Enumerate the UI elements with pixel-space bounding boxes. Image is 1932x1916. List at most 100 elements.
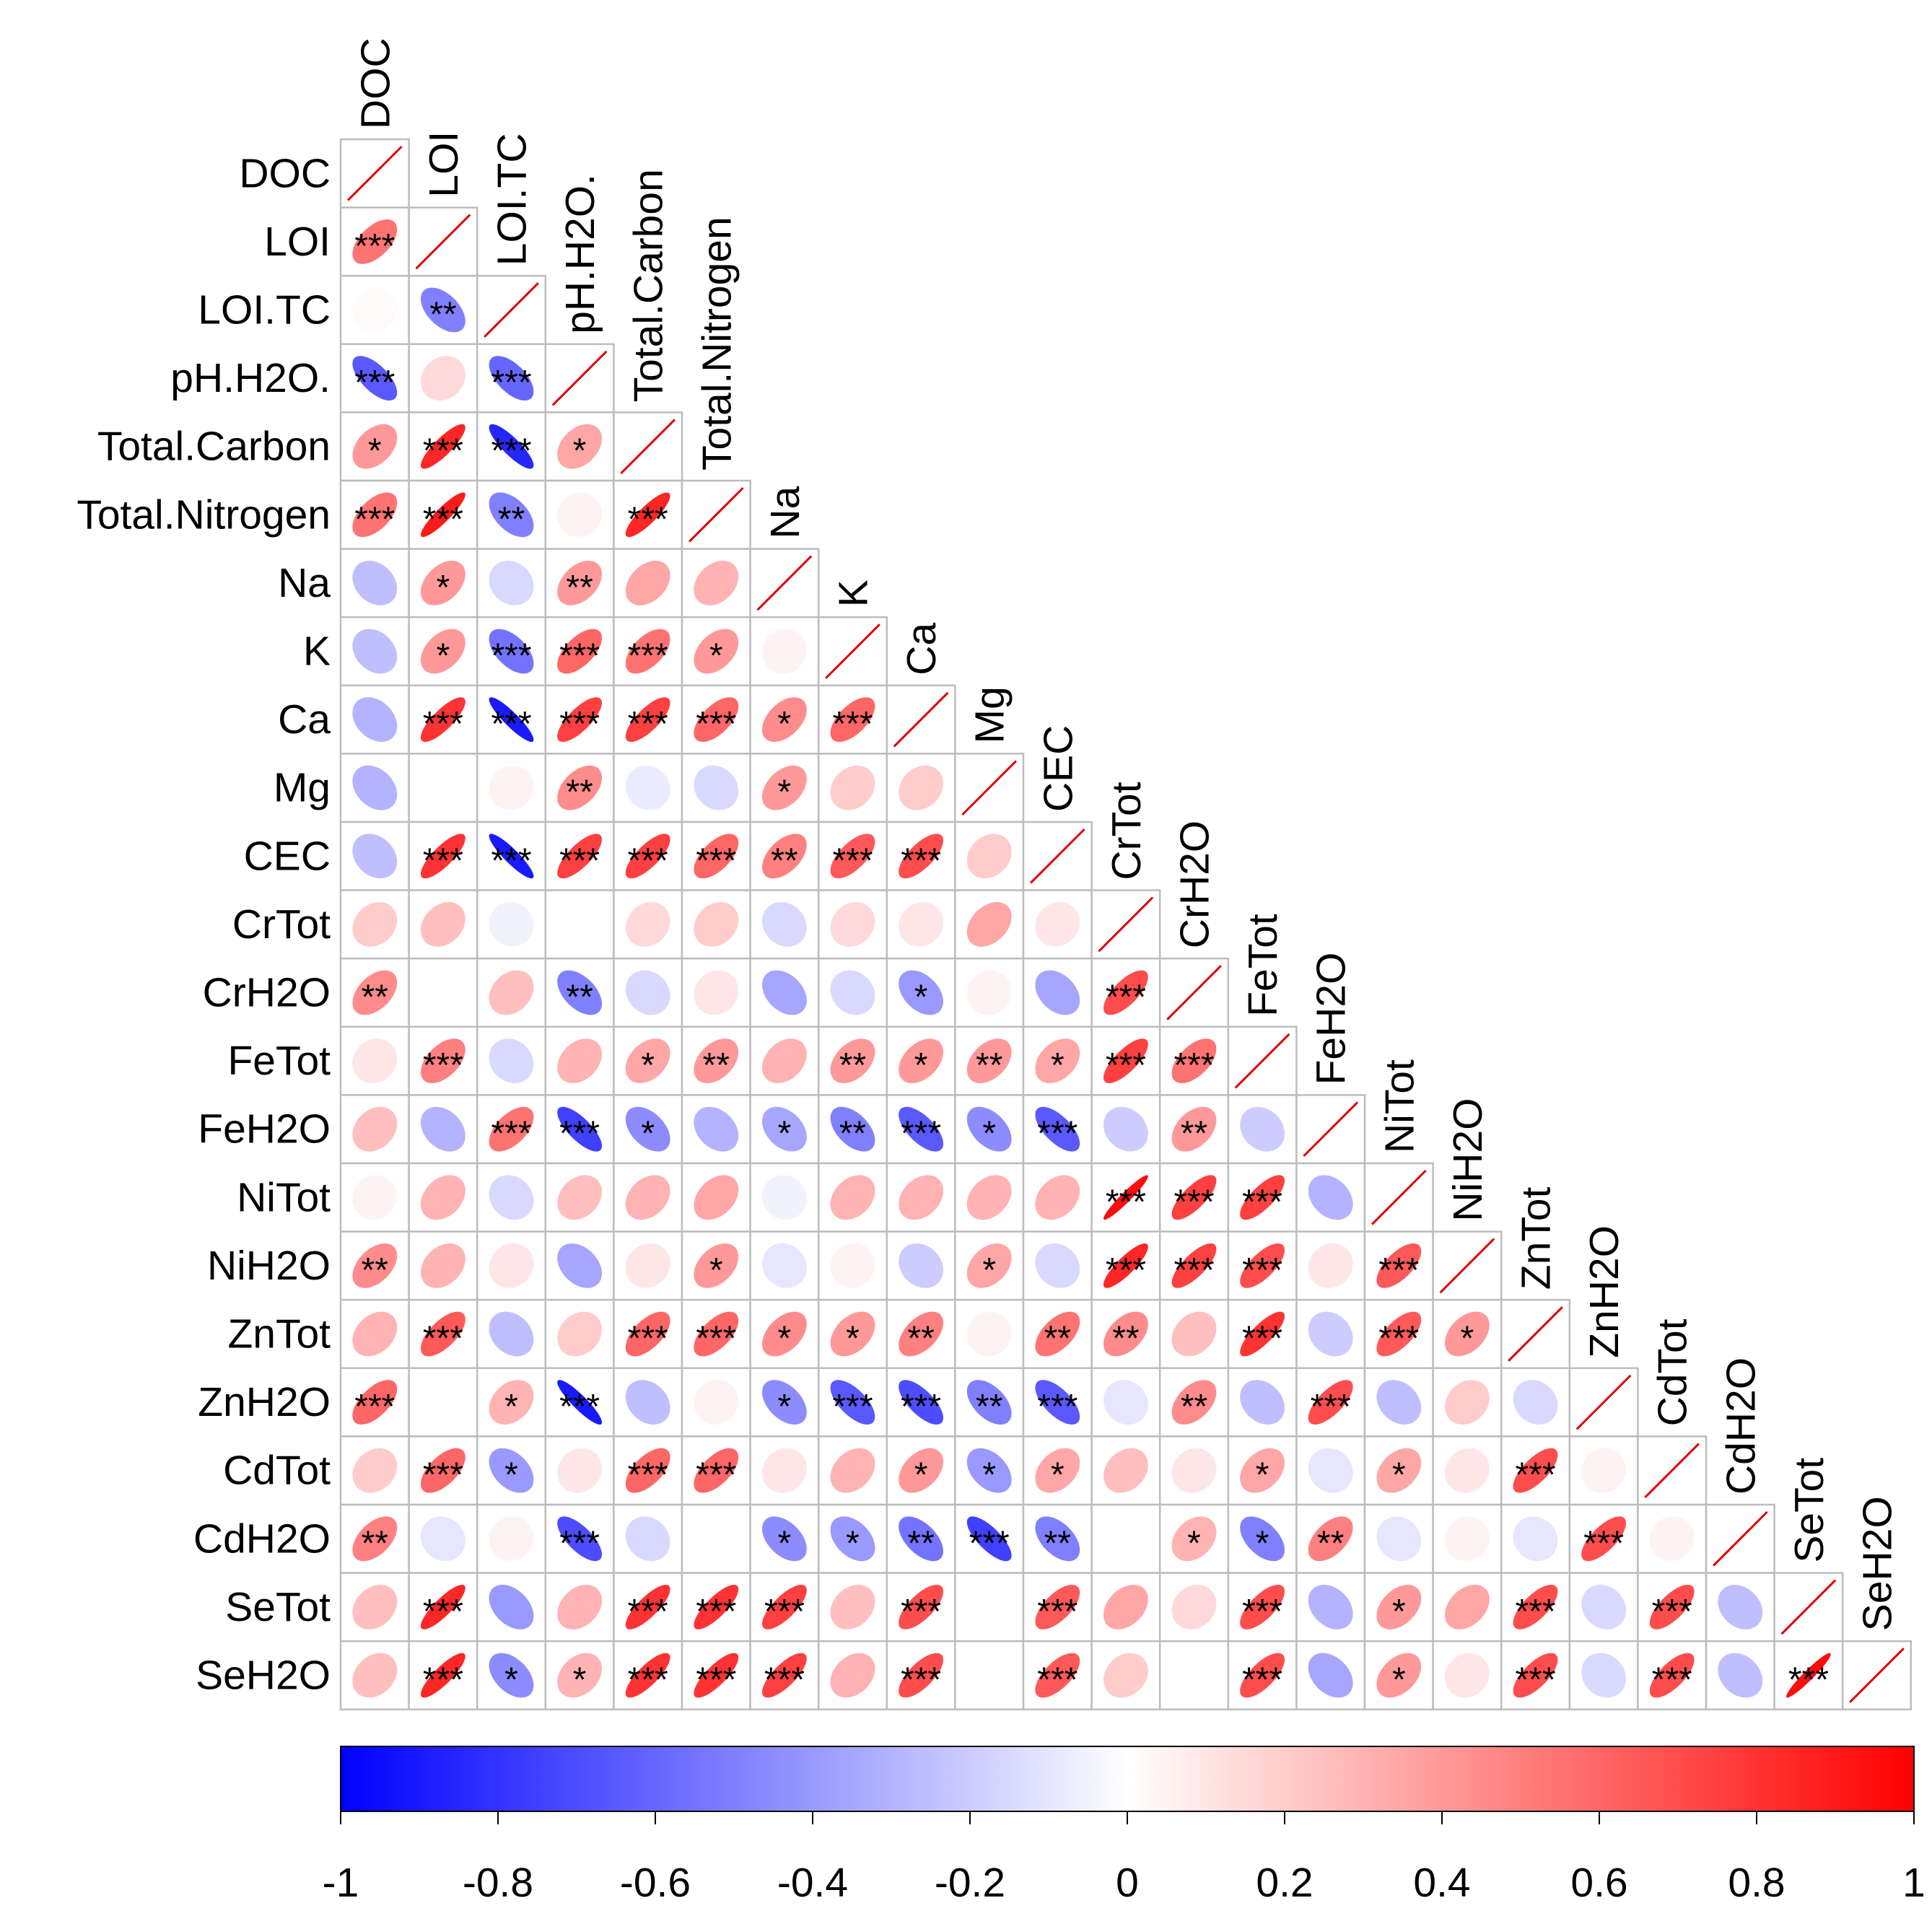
significance-stars: ***	[901, 1115, 941, 1153]
corr-ellipse	[625, 1243, 670, 1288]
cell-ZnTot-Na: *	[749, 1298, 820, 1370]
cell-Total.Nitrogen-Total.Nitrogen	[681, 479, 751, 550]
cell-CdH2O-CdH2O	[1705, 1503, 1775, 1574]
corr-ellipse	[694, 1380, 739, 1425]
corr-ellipse	[557, 1380, 603, 1425]
cell-SeTot-CrH2O	[1158, 1572, 1230, 1642]
cell-CdTot-CrH2O	[1158, 1435, 1230, 1506]
cell-CdH2O-Ca: **	[886, 1503, 956, 1574]
corr-ellipse	[899, 1106, 944, 1152]
row-label: pH.H2O.	[170, 355, 331, 401]
corr-ellipse	[761, 1106, 807, 1152]
corr-ellipse	[352, 1175, 398, 1220]
significance-stars: **	[566, 774, 593, 812]
corr-ellipse	[761, 765, 807, 810]
cell-ZnTot-NiH2O: *	[1432, 1298, 1503, 1370]
cell-ZnH2O-NiTot	[1363, 1367, 1434, 1438]
diagonal-mark	[1780, 1579, 1837, 1635]
cell-CdH2O-DOC: **	[339, 1503, 410, 1574]
corr-ellipse	[966, 1448, 1012, 1493]
cell-SeTot-ZnH2O	[1568, 1572, 1639, 1642]
colorbar-tick-label: 0.4	[1413, 1860, 1470, 1906]
corr-ellipse	[694, 1311, 739, 1357]
corr-ellipse	[489, 1038, 534, 1084]
corr-ellipse	[1035, 1584, 1080, 1630]
cell-Na-pH.H2O.: **	[544, 548, 615, 618]
significance-stars: ***	[1242, 1661, 1282, 1700]
corr-ellipse	[489, 1106, 534, 1152]
cell-SeH2O-Mg	[954, 1640, 1025, 1711]
significance-stars: ***	[423, 1456, 463, 1495]
cell-Na-LOI.TC	[476, 548, 547, 618]
cell-ZnTot-Total.Nitrogen: ***	[681, 1298, 751, 1370]
significance-stars: ***	[1652, 1661, 1692, 1700]
corr-ellipse	[352, 970, 398, 1015]
corr-ellipse	[625, 901, 670, 947]
significance-stars: **	[1181, 1388, 1207, 1426]
cell-CrH2O-CEC	[1022, 957, 1093, 1028]
corr-ellipse	[694, 1584, 739, 1630]
diagonal-mark	[346, 145, 403, 201]
significance-stars: ***	[969, 1524, 1010, 1562]
significance-stars: **	[976, 1388, 1002, 1426]
cell-SeTot-CdTot: ***	[1637, 1572, 1708, 1642]
corr-ellipse	[625, 1448, 670, 1493]
cell-Ca-pH.H2O.: ***	[544, 684, 615, 755]
diagonal-mark	[1508, 1306, 1563, 1362]
cell-NiTot-FeH2O	[1295, 1162, 1366, 1233]
cell-SeH2O-K	[817, 1640, 888, 1711]
corr-ellipse	[1785, 1653, 1831, 1698]
row-label: LOI	[264, 219, 331, 265]
cell-FeH2O-FeH2O	[1295, 1094, 1366, 1165]
cell-SeH2O-ZnTot: ***	[1500, 1640, 1571, 1711]
column-label: SeTot	[1786, 1458, 1832, 1563]
cell-DOC-DOC	[339, 138, 410, 209]
cell-Total.Carbon-pH.H2O.: *	[544, 411, 615, 482]
corr-ellipse	[830, 1243, 875, 1288]
cell-NiTot-CrH2O: ***	[1158, 1162, 1230, 1233]
corr-ellipse	[625, 1584, 670, 1630]
cell-Total.Nitrogen-LOI: ***	[408, 479, 478, 550]
corr-ellipse	[899, 1516, 944, 1562]
cell-CdTot-Total.Nitrogen: ***	[681, 1435, 751, 1506]
corr-ellipse	[830, 1448, 875, 1493]
cell-FeTot-pH.H2O.	[544, 1025, 615, 1096]
cell-LOI.TC-DOC	[339, 274, 410, 346]
cell-SeH2O-SeH2O	[1841, 1640, 1913, 1711]
corr-ellipse	[557, 834, 603, 879]
corr-ellipse	[352, 1380, 398, 1425]
corr-ellipse	[557, 629, 603, 674]
corr-ellipse	[557, 1448, 603, 1493]
corr-ellipse	[1240, 1106, 1285, 1152]
column-label: Total.Carbon	[626, 169, 672, 402]
cell-LOI.TC-LOI: **	[408, 274, 478, 346]
corr-ellipse	[1308, 1584, 1353, 1630]
row-label: Total.Nitrogen	[77, 491, 331, 538]
corr-ellipse	[420, 1311, 465, 1357]
cell-CdTot-Ca: *	[886, 1435, 956, 1506]
corr-ellipse	[1444, 1516, 1490, 1562]
cell-NiH2O-LOI.TC	[476, 1230, 547, 1301]
cell-NiH2O-NiTot: ***	[1363, 1230, 1434, 1301]
cell-SeTot-CEC: ***	[1022, 1572, 1093, 1642]
cell-FeTot-CrH2O: ***	[1158, 1025, 1230, 1096]
cell-Na-Total.Nitrogen	[681, 548, 751, 618]
corr-ellipse	[1513, 1380, 1558, 1425]
corr-ellipse	[1376, 1243, 1422, 1288]
cell-border	[613, 1572, 683, 1642]
corr-ellipse	[1103, 1106, 1148, 1152]
cell-Ca-K: ***	[817, 684, 888, 755]
cell-LOI.TC-LOI.TC	[476, 274, 547, 346]
corr-ellipse	[557, 1516, 603, 1562]
significance-stars: *	[778, 1115, 792, 1153]
cell-SeTot-CdH2O	[1705, 1572, 1775, 1642]
cell-CdH2O-LOI.TC	[476, 1503, 547, 1574]
cell-NiH2O-CrH2O: ***	[1158, 1230, 1230, 1301]
corr-ellipse	[489, 1311, 534, 1357]
cell-CrH2O-Na	[749, 957, 820, 1028]
corr-ellipse	[899, 1038, 944, 1084]
cell-K-pH.H2O.: ***	[544, 616, 615, 687]
corr-ellipse	[1581, 1516, 1627, 1562]
significance-stars: *	[914, 1456, 928, 1495]
significance-stars: ***	[696, 841, 736, 880]
